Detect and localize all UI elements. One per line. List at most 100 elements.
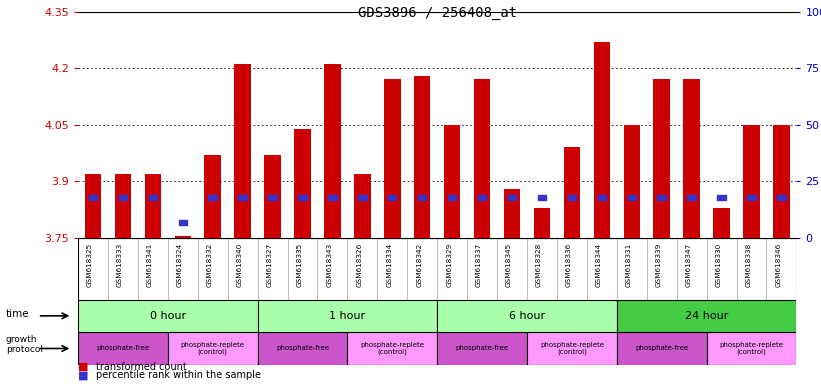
Bar — [388, 195, 397, 200]
Text: 0 hour: 0 hour — [149, 311, 186, 321]
Bar — [78, 300, 258, 332]
Text: 24 hour: 24 hour — [685, 311, 728, 321]
Bar — [707, 332, 796, 365]
Bar — [358, 195, 366, 200]
Bar — [258, 332, 347, 365]
Text: GSM618341: GSM618341 — [147, 242, 153, 286]
Text: GSM618330: GSM618330 — [716, 242, 722, 286]
Bar — [119, 195, 127, 200]
Text: GSM618343: GSM618343 — [327, 242, 333, 286]
Text: 1 hour: 1 hour — [329, 311, 365, 321]
Bar — [627, 195, 636, 200]
Text: GSM618346: GSM618346 — [775, 242, 782, 286]
Bar — [347, 332, 438, 365]
Bar — [683, 79, 699, 238]
Text: GSM618344: GSM618344 — [596, 242, 602, 286]
Text: phosphate-free: phosphate-free — [456, 346, 509, 351]
Bar — [594, 42, 610, 238]
Bar — [328, 195, 337, 200]
Text: GSM618339: GSM618339 — [656, 242, 662, 286]
Text: GSM618324: GSM618324 — [177, 242, 183, 286]
Text: phosphate-replete
(control): phosphate-replete (control) — [181, 342, 245, 355]
Bar — [444, 125, 461, 238]
Bar — [179, 220, 187, 225]
Text: phosphate-free: phosphate-free — [276, 346, 329, 351]
Bar — [89, 195, 97, 200]
Bar — [384, 79, 401, 238]
Bar — [414, 76, 430, 238]
Bar — [617, 300, 796, 332]
Bar — [418, 195, 426, 200]
Text: phosphate-replete
(control): phosphate-replete (control) — [360, 342, 424, 355]
Bar — [654, 79, 670, 238]
Bar — [617, 332, 707, 365]
Bar — [354, 174, 370, 238]
Bar — [623, 125, 640, 238]
Bar — [175, 236, 191, 238]
Text: phosphate-free: phosphate-free — [96, 346, 149, 351]
Bar — [268, 195, 277, 200]
Text: GSM618338: GSM618338 — [745, 242, 751, 286]
Bar — [238, 195, 247, 200]
Bar — [167, 332, 258, 365]
Text: GSM618325: GSM618325 — [87, 242, 93, 286]
Text: time: time — [6, 309, 30, 319]
Bar — [149, 195, 157, 200]
Bar — [209, 195, 217, 200]
Bar — [564, 147, 580, 238]
Bar — [438, 332, 527, 365]
Bar — [743, 125, 759, 238]
Text: phosphate-replete
(control): phosphate-replete (control) — [719, 342, 783, 355]
Bar — [474, 79, 490, 238]
Bar — [294, 129, 310, 238]
Text: GSM618340: GSM618340 — [236, 242, 243, 286]
Text: growth
protocol: growth protocol — [6, 335, 43, 354]
Bar — [713, 208, 730, 238]
Text: GSM618336: GSM618336 — [566, 242, 572, 286]
Bar — [115, 174, 131, 238]
Text: GSM618342: GSM618342 — [416, 242, 422, 286]
Bar — [504, 189, 521, 238]
Bar — [658, 195, 666, 200]
Text: GSM618345: GSM618345 — [506, 242, 512, 286]
Bar — [687, 195, 696, 200]
Text: GSM618332: GSM618332 — [207, 242, 213, 286]
Text: 6 hour: 6 hour — [509, 311, 545, 321]
Bar — [567, 195, 576, 200]
Text: GSM618334: GSM618334 — [387, 242, 392, 286]
Bar — [258, 300, 437, 332]
Text: GSM618331: GSM618331 — [626, 242, 631, 286]
Bar — [78, 332, 167, 365]
Text: GSM618347: GSM618347 — [686, 242, 691, 286]
Bar — [508, 195, 516, 200]
Text: GSM618337: GSM618337 — [476, 242, 482, 286]
Bar — [264, 155, 281, 238]
Text: GDS3896 / 256408_at: GDS3896 / 256408_at — [358, 6, 516, 20]
Text: transformed count: transformed count — [96, 362, 187, 372]
Bar — [527, 332, 617, 365]
Bar — [747, 195, 755, 200]
Bar — [448, 195, 456, 200]
Bar — [438, 300, 617, 332]
Bar — [478, 195, 486, 200]
Bar — [598, 195, 606, 200]
Bar — [718, 195, 726, 200]
Text: phosphate-free: phosphate-free — [635, 346, 688, 351]
Text: GSM618335: GSM618335 — [296, 242, 302, 286]
Text: GSM618329: GSM618329 — [446, 242, 452, 286]
Bar — [538, 195, 546, 200]
Bar — [324, 65, 341, 238]
Bar — [144, 174, 161, 238]
Bar — [773, 125, 790, 238]
Text: GSM618328: GSM618328 — [536, 242, 542, 286]
Bar — [85, 174, 101, 238]
Text: phosphate-replete
(control): phosphate-replete (control) — [540, 342, 604, 355]
Bar — [777, 195, 786, 200]
Bar — [204, 155, 221, 238]
Text: ■: ■ — [78, 370, 89, 380]
Text: GSM618327: GSM618327 — [267, 242, 273, 286]
Text: percentile rank within the sample: percentile rank within the sample — [96, 370, 261, 380]
Text: ■: ■ — [78, 362, 89, 372]
Bar — [234, 65, 251, 238]
Text: GSM618326: GSM618326 — [356, 242, 362, 286]
